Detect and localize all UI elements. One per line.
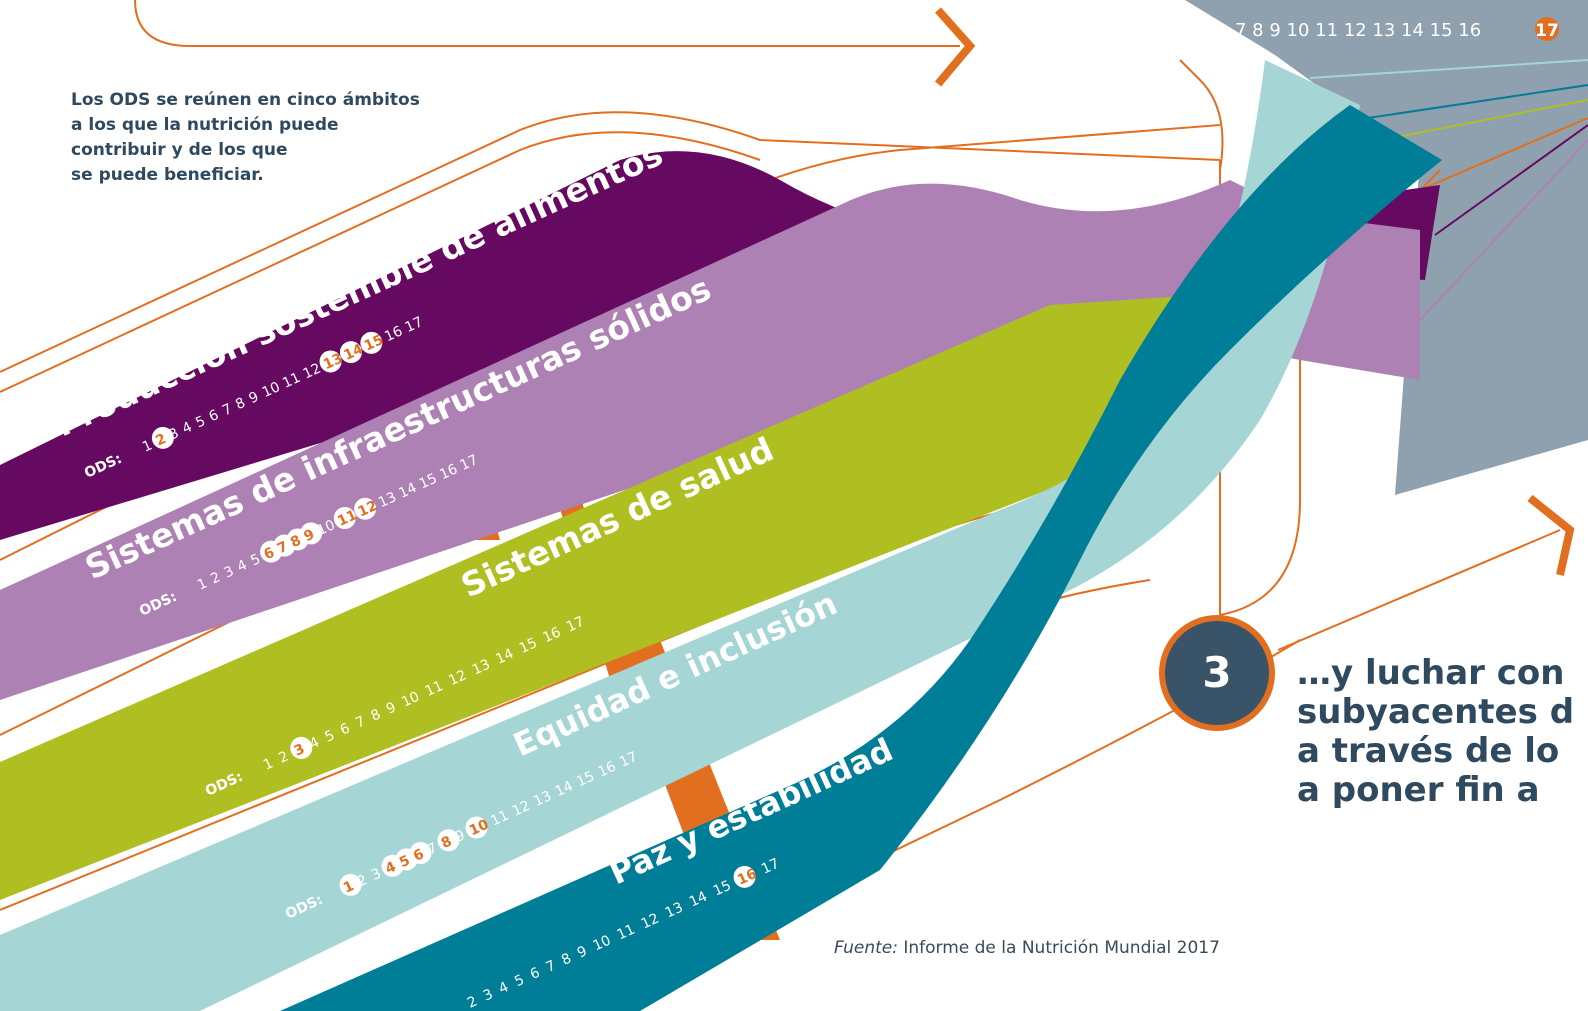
ods-highlight-circle [339,341,362,364]
ods-number: 17 [458,452,481,474]
convergence-panel [1185,0,1588,495]
top-ods-highlight-circle [1535,17,1559,41]
ods-number: 14 [493,646,516,668]
ods-number: 16 [596,759,619,781]
ods-number: 12 [301,361,324,383]
ods-number: 10 [399,689,422,711]
ods-number: 10 [591,932,614,954]
ods-number: 10 [315,517,338,539]
ods-number: 11 [280,370,303,392]
top-ods-highlight-number: 17 [1535,21,1559,41]
ods-highlight-circle [333,507,356,530]
ods-number: 13 [663,900,686,922]
ods-number: 12 [510,798,533,820]
ods-number: 16 [382,323,405,345]
source-note: Fuente: Informe de la Nutrición Mundial … [834,938,1220,958]
ods-number: 16 [437,461,460,483]
band-paz-shape [280,105,1442,1011]
ods-number: 15 [417,471,440,493]
ods-highlight-circle [360,331,383,354]
ods-number: 12 [639,911,662,933]
source-label: Fuente: [834,938,898,958]
ods-number: 17 [403,314,426,336]
ods-highlight-circle [319,350,342,373]
ods-highlight-circle [290,736,313,759]
ods-number: 14 [553,778,576,800]
ods-number: 12 [356,498,380,521]
ods-number: 15 [517,635,540,657]
ods-number: 17 [617,749,640,771]
ods-highlight-circle [354,497,377,520]
ods-number: 16 [540,624,563,646]
ods-number: 11 [488,808,511,830]
ods-number: 10 [260,379,283,401]
ods-number: 17 [564,614,587,636]
step-description: …y luchar con subyacentes d a través de … [1297,653,1575,810]
ods-number: 11 [423,678,446,700]
ods-highlight-circle [733,865,756,888]
ods-number: 14 [396,480,419,502]
ods-number: 17 [759,856,782,878]
ods-number: 11 [615,921,638,943]
ods-number: 13 [470,657,493,679]
ods-number: 15 [574,768,597,790]
ods-number: 11 [335,507,359,530]
ods-number: 12 [446,667,469,689]
top-ods-numbers: 7 8 9 10 11 12 13 14 15 16 [1235,20,1481,41]
source-text: Informe de la Nutrición Mundial 2017 [897,938,1220,958]
ods-number: 15 [362,332,386,355]
ods-highlight-circle [409,842,432,865]
step-number-badge: 3 [1159,615,1275,731]
ods-number: 13 [321,351,345,374]
ods-highlight-circle [339,873,362,896]
ods-number: 10 [467,817,492,840]
ods-number: 13 [376,489,399,511]
intro-text: Los ODS se reúnen en cinco ámbitos a los… [71,90,420,185]
ods-highlight-circle [465,816,488,839]
ods-number: 15 [711,878,734,900]
ods-number-rows: ODS:1234567891011121314151617ODS:1234567… [82,314,782,1011]
ods-highlight-circle [437,829,460,852]
ods-number: 16 [735,866,759,889]
top-arrow-chevron [934,7,976,87]
ods-number: 13 [531,788,554,810]
top-route-line [134,0,960,47]
ods-highlight-circle [300,522,323,545]
ods-highlight-circle [151,426,174,449]
right-arrow-chevron [1527,494,1575,576]
ods-number: 14 [341,341,366,364]
ods-number: 14 [687,889,710,911]
